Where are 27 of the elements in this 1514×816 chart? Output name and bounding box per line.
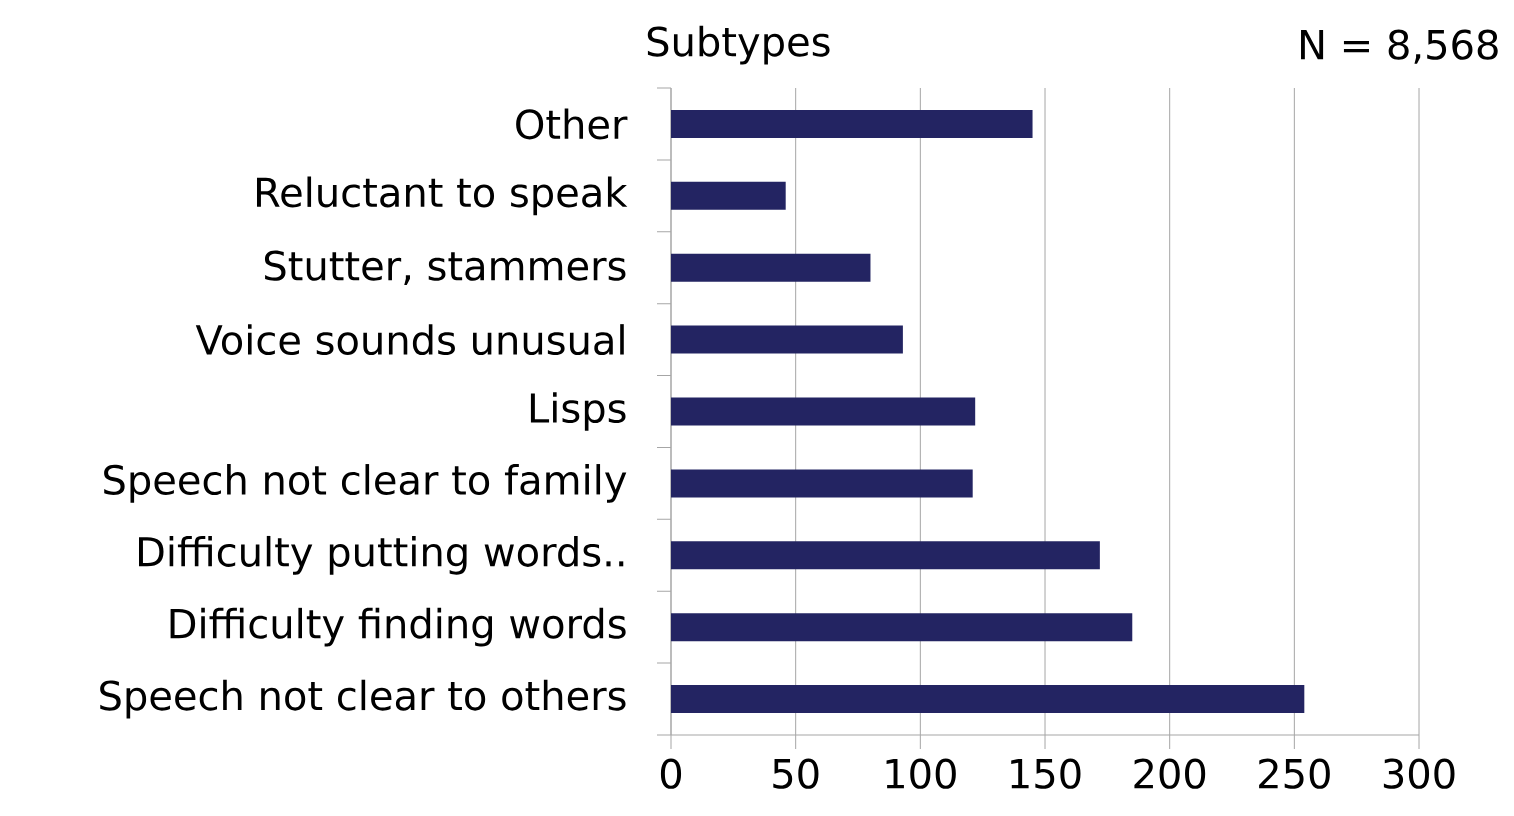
x-tick-label: 200 [1134,758,1206,789]
x-tick-label: 50 [773,758,819,789]
bar [671,253,871,282]
y-tick-label: Reluctant to speak [256,176,628,216]
y-tick-label: Voice sounds unusual [195,324,624,356]
bar [671,325,903,354]
bar [671,181,786,210]
x-tick-label: 250 [1259,758,1330,789]
y-tick-label: Lisps [530,392,626,431]
bar [671,613,1133,642]
y-tick-label: Difficulty putting words.. [139,535,624,575]
y-tick-label: Stutter, stammers [264,250,626,285]
bar [671,685,1305,714]
bar [671,397,976,426]
bar [671,469,973,498]
chart-title: Subtypes [647,25,830,65]
y-tick-label: Speech not clear to family [104,464,627,503]
x-tick-label: 100 [886,758,956,789]
y-tick-label: Speech not clear to others [100,679,626,719]
x-tick-label: 0 [660,758,682,789]
y-tick-label: Difficulty finding words [170,607,626,647]
text: N = 8,568 [1301,29,1498,64]
bar [671,541,1100,570]
y-tick-label: Other [516,108,628,140]
x-tick-label: 150 [1011,758,1081,789]
bar [671,109,1033,138]
x-tick-label: 300 [1383,758,1455,789]
